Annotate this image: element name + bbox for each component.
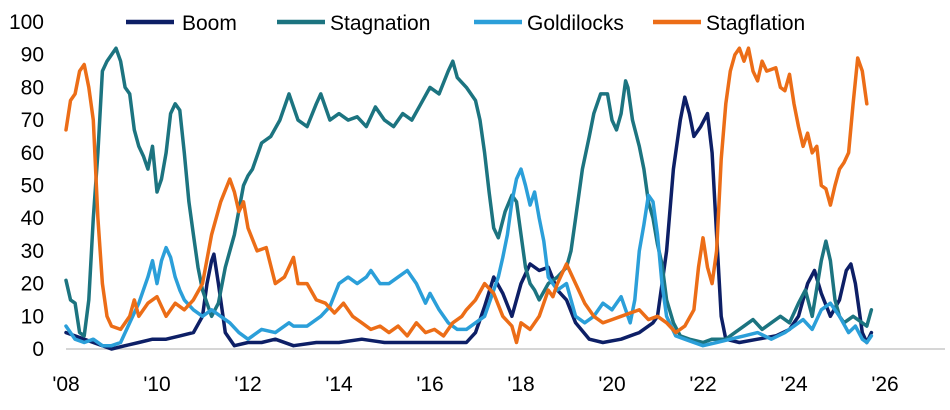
- y-tick-label: 50: [21, 175, 44, 198]
- x-tick-label: '16: [416, 373, 443, 396]
- series-line-stagnation: [64, 46, 874, 345]
- y-tick-label: 60: [21, 142, 44, 165]
- y-tick-label: 20: [21, 273, 44, 296]
- y-tick-label: 80: [21, 76, 44, 99]
- x-axis-ticks: '08 '10 '12 '14 '16 '18 '20 '22 '24 '26: [52, 373, 898, 396]
- legend-label: Stagflation: [706, 12, 805, 35]
- legend-label: Boom: [182, 12, 237, 35]
- y-tick-label: 10: [21, 305, 44, 328]
- x-tick-label: '18: [507, 373, 534, 396]
- legend: Boom Stagnation Goldilocks Stagflation: [126, 12, 805, 35]
- x-tick-label: '20: [598, 373, 625, 396]
- series-line-boom: [64, 95, 874, 351]
- y-tick-label: 30: [21, 240, 44, 263]
- series-line-goldilocks: [64, 167, 874, 348]
- series-line-stagflation: [64, 46, 869, 345]
- x-tick-label: '14: [325, 373, 353, 396]
- x-tick-label: '26: [871, 373, 898, 396]
- x-tick-label: '22: [689, 373, 716, 396]
- x-tick-label: '10: [143, 373, 170, 396]
- y-tick-label: 70: [21, 109, 44, 132]
- legend-label: Goldilocks: [527, 12, 624, 35]
- y-axis-ticks: 0 10 20 30 40 50 60 70 80 90 100: [9, 11, 44, 361]
- y-tick-label: 0: [32, 338, 44, 361]
- y-tick-label: 100: [9, 11, 44, 34]
- legend-label: Stagnation: [330, 12, 430, 35]
- y-tick-label: 40: [21, 207, 44, 230]
- series-lines: [64, 46, 874, 351]
- x-tick-label: '12: [234, 373, 261, 396]
- y-tick-label: 90: [21, 44, 44, 67]
- x-tick-label: '24: [780, 373, 808, 396]
- x-tick-label: '08: [52, 373, 79, 396]
